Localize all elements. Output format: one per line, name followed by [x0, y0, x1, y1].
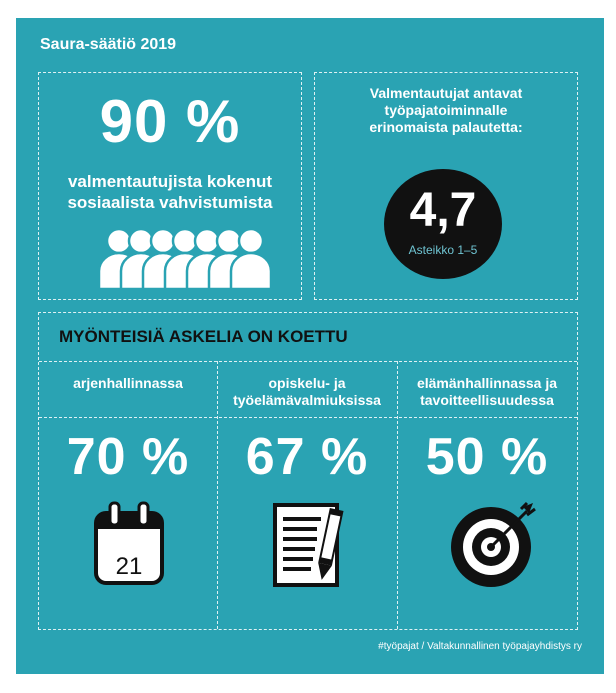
step-percent-1: 70 % [66, 428, 190, 486]
score-circle: 4,7 Asteikko 1–5 [384, 169, 502, 279]
social-line2: sosiaalista vahvistumista [67, 193, 273, 212]
steps-box: MYÖNTEISIÄ ASKELIA ON KOETTU arjenhallin… [38, 312, 578, 630]
divider-horizontal [39, 361, 577, 362]
social-line1: valmentautujista kokenut [67, 172, 273, 191]
target-icon [451, 501, 536, 587]
social-box: 90 % valmentautujista kokenut sosiaalist… [38, 72, 302, 300]
people-icon [97, 227, 273, 291]
feedback-line3: erinomaista palautetta: [369, 119, 523, 135]
score-scale: Asteikko 1–5 [408, 243, 478, 257]
social-percent: 90 % [99, 88, 241, 155]
infographic-panel: Saura-säätiö 2019 90 % valmentautujista … [16, 18, 604, 674]
step-percent-3: 50 % [425, 428, 549, 486]
score-value: 4,7 [409, 184, 477, 237]
feedback-text: Valmentautujat antavat työpajatoiminnall… [315, 85, 577, 136]
feedback-line2: työpajatoiminnalle [384, 102, 508, 118]
step-label-3: elämänhallinnassa ja tavoitteellisuudess… [416, 375, 558, 408]
divider-vertical-2 [397, 361, 398, 629]
footer-text: #työpajat / Valtakunnallinen työpajayhdi… [378, 641, 582, 652]
step-percent-2: 67 % [245, 428, 369, 486]
feedback-line1: Valmentautujat antavat [369, 85, 523, 101]
calendar-icon [94, 501, 164, 585]
page-title: Saura-säätiö 2019 [40, 36, 177, 53]
notepad-pencil-icon [273, 503, 344, 587]
steps-heading: MYÖNTEISIÄ ASKELIA ON KOETTU [59, 327, 348, 346]
feedback-box: Valmentautujat antavat työpajatoiminnall… [314, 72, 578, 300]
calendar-date: 21 [115, 553, 143, 580]
divider-vertical-1 [217, 361, 218, 629]
social-text: valmentautujista kokenut sosiaalista vah… [39, 171, 301, 213]
step-label-2: opiskelu- ja työelämävalmiuksissa [233, 375, 381, 408]
divider-horizontal-2 [39, 417, 577, 418]
step-label-1: arjenhallinnassa [73, 375, 183, 391]
